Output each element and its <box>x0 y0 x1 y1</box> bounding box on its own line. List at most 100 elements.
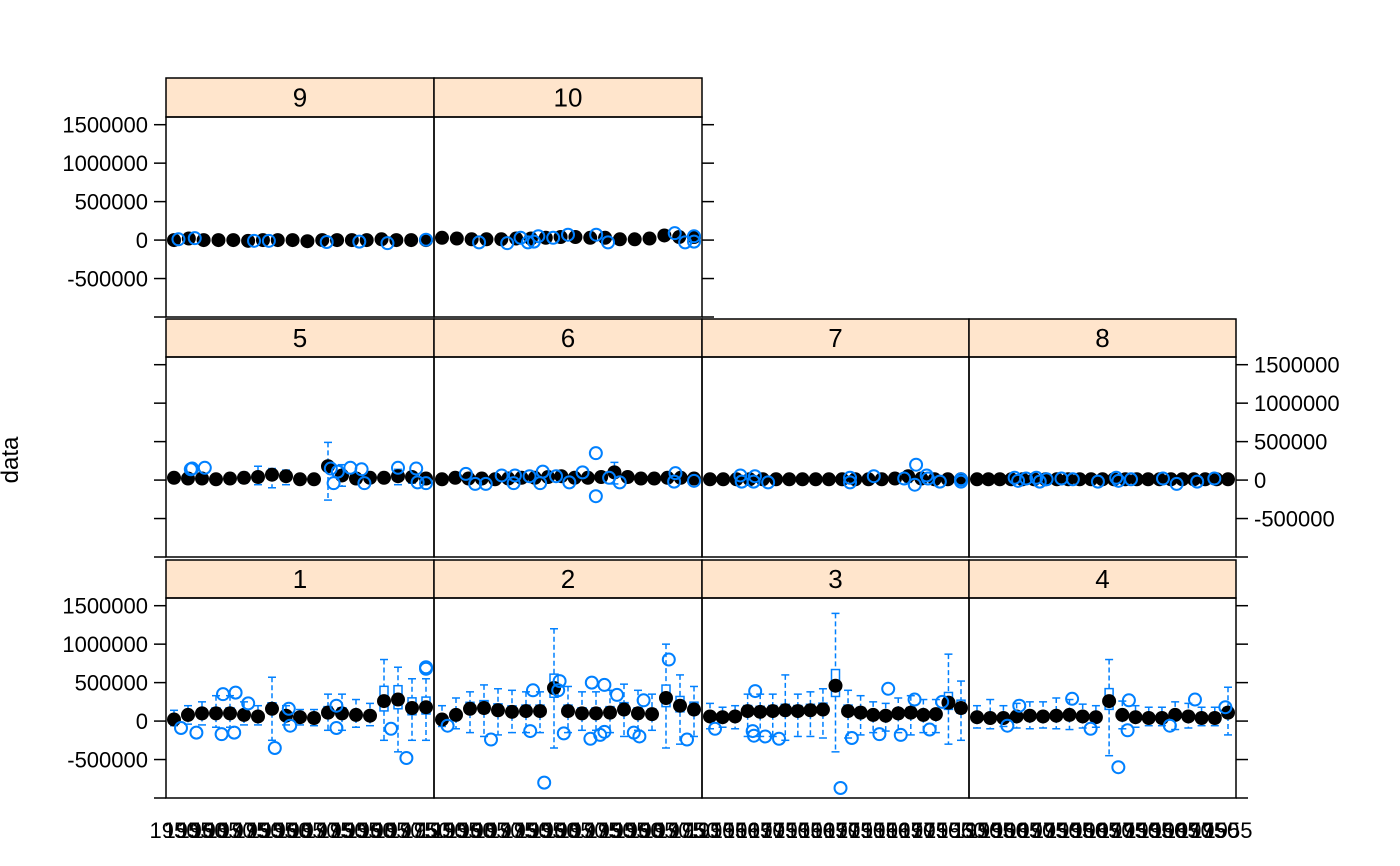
median-dot <box>703 472 717 487</box>
outlier <box>687 473 701 488</box>
x-tick-label: 1955 <box>1124 818 1173 843</box>
x-tick-label: 1950 <box>318 818 367 843</box>
median-dot <box>916 707 931 722</box>
outlier <box>326 476 341 491</box>
panel-9: 9 <box>165 77 435 318</box>
median-dot <box>449 707 463 722</box>
median-dot <box>307 711 321 725</box>
outlier <box>1218 700 1233 715</box>
x-tick-label: 1955 <box>1045 818 1094 843</box>
median-dot <box>673 698 687 713</box>
outlier <box>1000 718 1015 733</box>
outlier <box>593 727 608 742</box>
panel-4: 4 <box>968 559 1237 799</box>
strip-label-7: 7 <box>828 323 842 353</box>
median-dot <box>1168 707 1183 722</box>
median-dot <box>251 470 265 484</box>
median-dot <box>660 470 675 485</box>
outlier <box>907 692 922 707</box>
median-dot <box>1154 711 1169 725</box>
outlier <box>1120 723 1135 738</box>
outlier <box>1169 476 1184 491</box>
median-dot <box>404 233 419 248</box>
median-dot <box>1062 707 1077 722</box>
outlier <box>1011 473 1026 488</box>
outlier <box>458 466 473 481</box>
median-dot <box>568 230 583 244</box>
strip-10 <box>433 77 703 118</box>
median-dot <box>673 470 688 485</box>
outlier <box>1039 472 1054 487</box>
outlier <box>843 475 858 490</box>
outlier <box>507 468 522 483</box>
x-tick-label: 1960 <box>861 818 910 843</box>
panel-border-6 <box>433 356 703 558</box>
x-tick-label: 1955 <box>773 818 822 843</box>
x-tick-label: 1950 <box>686 818 735 843</box>
outlier <box>746 474 761 489</box>
outlier <box>537 775 552 790</box>
x-tick-label: 1965 <box>360 818 409 843</box>
x-tick-label: 1975 <box>304 818 353 843</box>
median-dot <box>992 472 1007 487</box>
x-tick-label: 1970 <box>811 818 860 843</box>
outlier <box>1111 760 1126 775</box>
outlier <box>747 469 762 484</box>
median-dot <box>237 470 251 485</box>
median-dot <box>1181 709 1196 724</box>
outlier <box>612 475 627 490</box>
median-dot <box>795 472 810 487</box>
outlier <box>352 234 367 249</box>
x-tick-label: 1965 <box>992 818 1041 843</box>
median-dot <box>265 701 279 716</box>
outlier <box>343 460 358 475</box>
strip-4 <box>968 559 1237 599</box>
x-tick-label: 1950 <box>761 818 810 843</box>
x-tick-label: 1975 <box>388 818 437 843</box>
median-dot <box>1207 711 1222 725</box>
x-tick-label: 1975 <box>1098 818 1147 843</box>
median-dot <box>293 710 307 725</box>
median-dot <box>377 694 391 709</box>
median-dot <box>419 700 433 715</box>
x-tick-label: 1975 <box>572 818 621 843</box>
x-tick-label: 1975 <box>1019 818 1068 843</box>
y-axes-layer: -500000050000010000001500000-50000005000… <box>62 113 1340 799</box>
median-dot <box>981 472 996 487</box>
x-tick-label: 1965 <box>628 818 677 843</box>
outlier <box>551 683 566 698</box>
outlier <box>687 234 701 249</box>
outlier <box>872 727 887 742</box>
median-dot <box>996 711 1011 725</box>
x-tick-label: 1955 <box>164 818 213 843</box>
median-dot <box>335 706 349 721</box>
x-tick-label: 1960 <box>446 818 495 843</box>
median-dot <box>1141 711 1156 725</box>
median-dot <box>1194 711 1209 725</box>
outlier <box>472 235 487 250</box>
median-dot <box>928 707 943 722</box>
median-dot <box>631 706 645 721</box>
median-dot <box>715 710 730 725</box>
median-dot <box>866 707 881 722</box>
outlier <box>526 234 541 249</box>
x-tick-label: 1965 <box>723 818 772 843</box>
x-tick-label: 1955 <box>849 818 898 843</box>
x-tick-label: 1970 <box>474 818 523 843</box>
median-dot <box>808 472 823 487</box>
outlier <box>478 476 493 491</box>
y-axis-title: data <box>0 436 24 483</box>
outlier <box>1162 718 1177 733</box>
outlier <box>216 687 230 702</box>
median-dot <box>954 701 968 715</box>
median-dot <box>617 702 631 717</box>
x-tick-label: 1970 <box>736 818 785 843</box>
x-tick-label: 1955 <box>332 818 381 843</box>
outlier <box>526 683 540 698</box>
outlier <box>575 465 590 480</box>
median-dot <box>195 471 209 486</box>
median-dot <box>970 710 984 725</box>
outlier <box>661 652 676 667</box>
x-tick-label: 1970 <box>642 818 691 843</box>
x-tick-label: 1965 <box>1151 818 1200 843</box>
